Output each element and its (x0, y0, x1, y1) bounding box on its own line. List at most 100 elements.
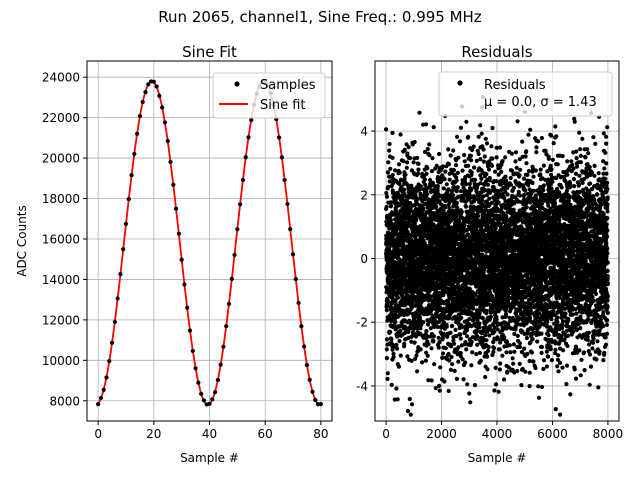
residual-point (425, 166, 430, 171)
residual-point (417, 110, 422, 115)
figure-suptitle: Run 2065, channel1, Sine Freq.: 0.995 MH… (158, 8, 482, 26)
residual-point (414, 197, 419, 202)
residual-point (442, 379, 447, 384)
sine-fit-sample-point (187, 328, 193, 333)
residual-point (398, 132, 403, 137)
sine-fit-x-tick-label: 40 (202, 427, 217, 441)
residual-point (488, 314, 493, 319)
sine-fit-sample-point (162, 120, 168, 125)
residual-point (389, 337, 394, 342)
residual-point (425, 322, 430, 327)
residual-point (449, 354, 454, 360)
residual-point (424, 328, 429, 334)
residual-point (466, 163, 471, 168)
residual-point (474, 158, 479, 163)
residual-point (469, 170, 474, 175)
residual-point (494, 317, 499, 322)
residual-point (402, 176, 407, 181)
residual-point (490, 125, 495, 131)
residual-point (402, 147, 407, 152)
residual-point (482, 154, 487, 159)
residual-point (398, 353, 403, 358)
residual-point (395, 397, 400, 402)
sine-fit-sample-point (185, 305, 190, 310)
residual-point (408, 200, 413, 206)
residual-point (427, 142, 432, 147)
sine-fit-x-ticks: 0 20 40 60 80 (94, 421, 329, 441)
residual-point (460, 168, 465, 173)
residual-point (464, 119, 469, 124)
residual-point (412, 340, 417, 345)
residual-point (486, 348, 491, 353)
sine-fit-sample-point (112, 319, 117, 325)
residual-point (517, 344, 523, 350)
residual-point (484, 338, 489, 343)
sine-fit-sample-point (132, 151, 137, 156)
residual-point (496, 389, 501, 394)
residual-point (397, 181, 402, 187)
residual-point (510, 356, 515, 361)
residual-point (422, 177, 427, 182)
residual-point (477, 325, 482, 330)
residual-point (484, 172, 489, 177)
residual-point (398, 328, 403, 333)
residual-point (413, 334, 419, 339)
residual-point (507, 343, 512, 348)
residual-point (491, 346, 497, 351)
residual-point (431, 339, 436, 344)
residual-point (452, 368, 457, 373)
residual-point (423, 358, 428, 363)
residual-point (472, 165, 477, 170)
residual-point (446, 147, 451, 152)
residual-point (424, 171, 429, 176)
residual-point (512, 201, 517, 206)
sine-fit-sample-point (109, 340, 115, 345)
residual-point (391, 351, 396, 356)
residual-point (474, 352, 479, 357)
residual-point (416, 161, 421, 166)
residual-point (425, 334, 430, 339)
residual-point (434, 204, 439, 209)
residual-point (443, 169, 448, 174)
sine-fit-sample-point (310, 389, 315, 394)
sine-fit-sample-point (199, 391, 204, 396)
residual-point (513, 150, 519, 155)
residual-point (384, 127, 389, 132)
residual-point (483, 136, 488, 141)
residual-point (492, 169, 498, 174)
residual-point (390, 172, 395, 178)
sine-fit-sample-point (307, 377, 312, 382)
sine-fit-sample-point (118, 272, 123, 277)
residual-point (387, 148, 392, 153)
residual-point (405, 160, 410, 165)
residual-point (418, 347, 423, 352)
sine-fit-sample-point (179, 257, 184, 262)
residual-point (481, 159, 486, 164)
residual-point (438, 365, 443, 370)
sine-fit-y-tick-label: 20000 (42, 152, 80, 166)
residual-point (413, 218, 419, 223)
sine-fit-sample-point (196, 380, 201, 385)
sine-fit-sample-point (193, 366, 198, 371)
residual-point (480, 198, 485, 203)
residual-point (517, 193, 523, 198)
sine-fit-sample-point (299, 324, 304, 329)
residual-point (497, 145, 503, 150)
sine-fit-y-tick-label: 12000 (42, 313, 80, 327)
sine-fit-sample-point (173, 206, 179, 211)
residual-point (415, 171, 421, 176)
residual-point (462, 152, 467, 158)
residual-point (487, 196, 492, 201)
sine-fit-sample-point (229, 276, 234, 281)
residual-point (497, 347, 502, 352)
residual-point (455, 170, 460, 175)
residual-point (384, 337, 390, 342)
residual-point (396, 364, 401, 369)
residual-point (385, 376, 390, 381)
residual-point (489, 163, 495, 168)
residual-point (490, 156, 495, 161)
residual-point (397, 170, 402, 175)
residual-point (410, 300, 415, 305)
residual-point (384, 308, 389, 313)
sine-fit-sample-point (126, 197, 131, 202)
